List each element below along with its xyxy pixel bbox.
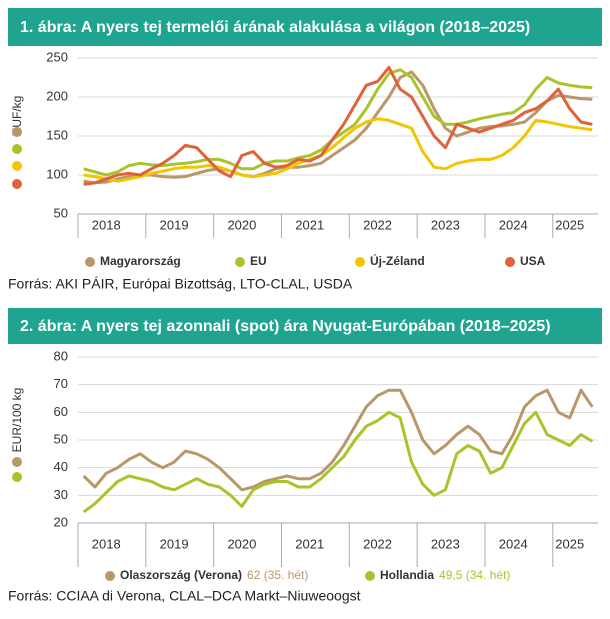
source: Forrás: AKI PÁIR, Európai Bizottság, LTO… (8, 276, 353, 292)
y-tick-label: 70 (54, 376, 68, 391)
series-line (82, 410, 594, 514)
x-tick-label: 2023 (431, 536, 460, 551)
x-tick-label: 2020 (227, 536, 256, 551)
legend-label: USA (520, 254, 546, 268)
x-tick-label: 2023 (431, 217, 460, 232)
y-tick-label: 200 (46, 88, 68, 103)
x-tick-label: 2022 (363, 217, 392, 232)
legend-label: Magyarország (100, 254, 181, 268)
x-tick-label: 2024 (499, 536, 528, 551)
x-tick-label: 2024 (499, 217, 528, 232)
y-tick-label: 100 (46, 166, 68, 181)
x-tick-label: 2025 (555, 217, 584, 232)
y-tick-label: 60 (54, 404, 68, 419)
x-tick-label: 2018 (92, 536, 121, 551)
side-legend-dot (12, 457, 22, 467)
chart-title: 1. ábra: A nyers tej termelői árának ala… (20, 19, 530, 36)
legend-label: Hollandia (380, 568, 434, 582)
series-line (82, 388, 594, 492)
x-tick-label: 2019 (160, 536, 189, 551)
x-tick-label: 2018 (92, 217, 121, 232)
series-line (83, 70, 593, 185)
side-legend-dot (12, 161, 22, 171)
x-tick-label: 2021 (295, 536, 324, 551)
legend-label: EU (250, 254, 267, 268)
y-tick-label: 50 (54, 431, 68, 446)
x-tick-label: 2019 (160, 217, 189, 232)
x-tick-label: 2022 (363, 536, 392, 551)
legend-marker (355, 257, 365, 267)
title-bar (8, 8, 602, 46)
legend-label: Olaszország (Verona) (120, 568, 242, 582)
y-tick-label: 20 (54, 514, 68, 529)
y-tick-label: 80 (54, 348, 68, 363)
legend-marker (505, 257, 515, 267)
legend-marker (85, 257, 95, 267)
legend-note: 49,5 (34. hét) (439, 568, 510, 582)
x-tick-label: 2021 (295, 217, 324, 232)
x-tick-label: 2025 (555, 536, 584, 551)
legend-note: 62 (35. hét) (247, 568, 308, 582)
series-line (83, 117, 593, 183)
y-tick-label: 40 (54, 459, 68, 474)
side-legend-dot (12, 179, 22, 189)
series-line (83, 65, 593, 186)
side-legend-dot (12, 127, 22, 137)
legend-marker (365, 571, 375, 581)
chart-title: 2. ábra: A nyers tej azonnali (spot) ára… (20, 318, 551, 335)
y-tick-label: 250 (46, 49, 68, 64)
x-tick-label: 2020 (227, 217, 256, 232)
side-legend-dot (12, 472, 22, 482)
legend-marker (105, 571, 115, 581)
series-line (83, 68, 593, 177)
source: Forrás: CCIAA di Verona, CLAL–DCA Markt–… (8, 588, 361, 604)
title-bar (8, 308, 602, 344)
y-tick-label: 150 (46, 127, 68, 142)
y-axis-label: HUF/kg (10, 96, 24, 137)
legend-label: Új-Zéland (370, 253, 425, 268)
legend-marker (235, 257, 245, 267)
y-tick-label: 50 (54, 205, 68, 220)
y-axis-label: EUR/100 kg (10, 388, 24, 453)
side-legend-dot (12, 144, 22, 154)
y-tick-label: 30 (54, 487, 68, 502)
